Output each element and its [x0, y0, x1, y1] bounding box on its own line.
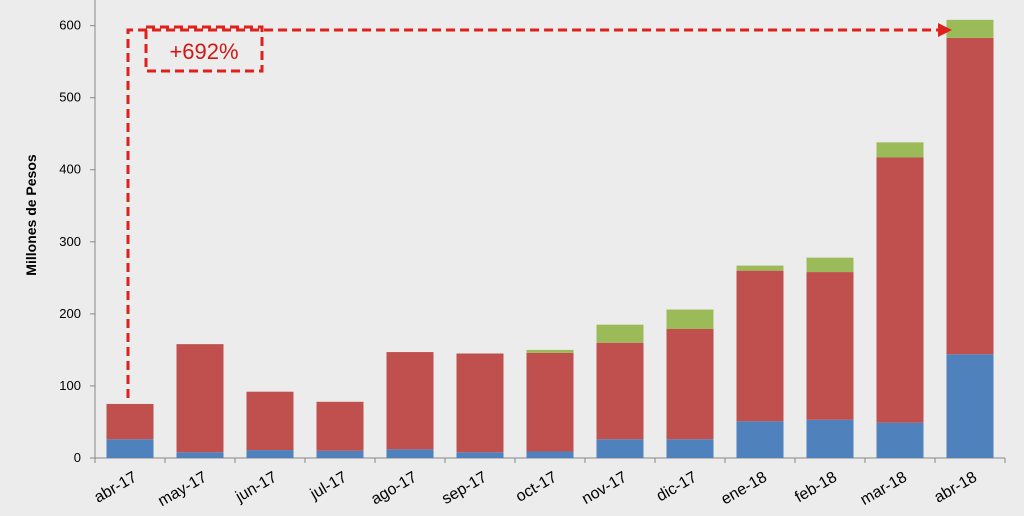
bar-segment [316, 450, 364, 458]
bar-segment [666, 329, 714, 440]
bar-segment [526, 451, 574, 458]
bar-segment [596, 342, 644, 440]
bar-segment [106, 439, 154, 458]
bar-segment [596, 439, 644, 458]
y-tick-label: 600 [59, 18, 81, 33]
bar-segment [876, 157, 924, 423]
bar-segment [456, 452, 504, 458]
bar-segment [176, 344, 224, 453]
y-tick-label: 400 [59, 162, 81, 177]
bar-segment [946, 354, 994, 458]
arrow-head [938, 23, 952, 37]
bar-segment [876, 142, 924, 158]
annotation-arrow [126, 28, 940, 398]
y-tick-label: 500 [59, 90, 81, 105]
bar-segment [526, 352, 574, 452]
y-tick-label: 200 [59, 306, 81, 321]
bar-segment [736, 421, 784, 458]
bar-segment [736, 270, 784, 422]
bar-segment [666, 439, 714, 458]
bar-segment [386, 449, 434, 458]
bar-segment [386, 352, 434, 450]
bar-segment [246, 391, 294, 451]
y-tick-label: 300 [59, 234, 81, 249]
annotation-box [144, 25, 264, 73]
bar-segment [876, 422, 924, 458]
bar-segment [806, 419, 854, 458]
bar-segment [316, 401, 364, 451]
y-axis-label: Millones de Pesos [23, 154, 39, 276]
bar-segment [946, 19, 994, 38]
y-tick-label: 100 [59, 378, 81, 393]
bar-segment [806, 272, 854, 420]
bar-segment [526, 349, 574, 353]
bar-segment [596, 324, 644, 343]
bar-segment [806, 257, 854, 273]
bar-segment [106, 403, 154, 440]
bar-segment [946, 37, 994, 355]
y-tick-label: 0 [74, 450, 81, 465]
bar-segment [246, 450, 294, 458]
bar-segment [736, 265, 784, 271]
bar-segment [666, 309, 714, 330]
annotation-text: +692% [169, 39, 238, 64]
bar-segment [176, 452, 224, 458]
bar-segment [456, 353, 504, 453]
